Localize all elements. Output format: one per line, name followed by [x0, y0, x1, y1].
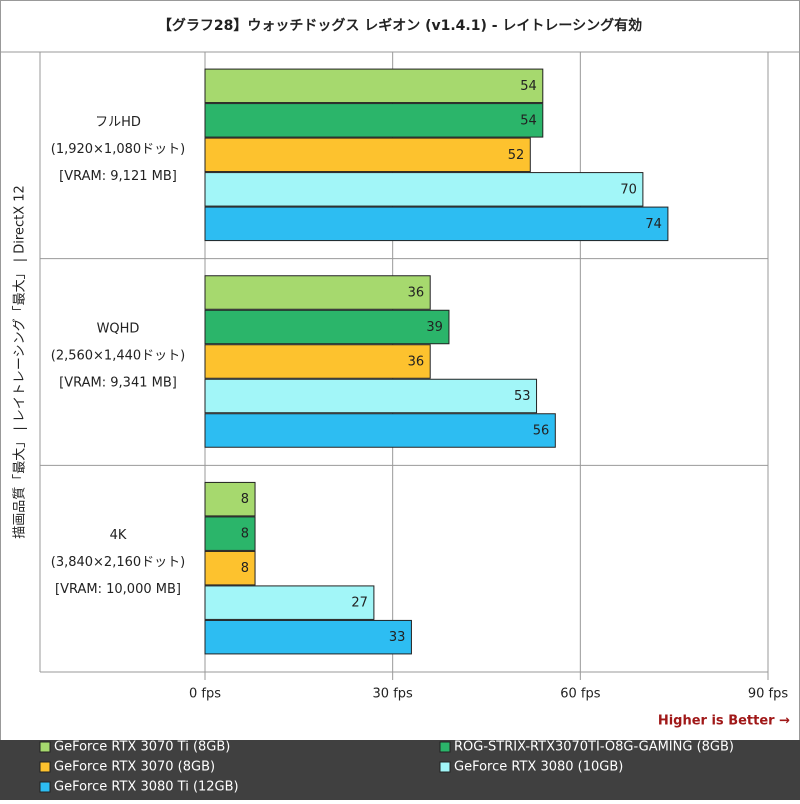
- value-label: 53: [514, 389, 531, 404]
- category-label: WQHD: [97, 322, 140, 337]
- legend-label: ROG-STRIX-RTX3070TI-O8G-GAMING (8GB): [454, 740, 734, 755]
- bar: [204, 137, 531, 173]
- value-label: 56: [533, 424, 550, 439]
- category-detail: (3,840×2,160ドット): [51, 555, 185, 570]
- bar: [204, 378, 538, 414]
- legend-swatch: [439, 761, 451, 773]
- bar: [204, 585, 375, 620]
- value-label: 52: [508, 148, 525, 163]
- category-detail: [VRAM: 10,000 MB]: [55, 582, 181, 597]
- legend-label: GeForce RTX 3070 Ti (8GB): [54, 740, 230, 755]
- bar: [204, 619, 412, 655]
- value-label: 74: [645, 217, 662, 232]
- bar: [204, 103, 544, 138]
- legend-swatch: [39, 761, 51, 773]
- value-label: 36: [408, 286, 425, 301]
- value-label: 8: [241, 561, 249, 576]
- x-tick-label: 30 fps: [373, 687, 414, 702]
- category-detail: [VRAM: 9,121 MB]: [59, 169, 177, 184]
- legend-swatch: [39, 741, 51, 753]
- category-detail: [VRAM: 9,341 MB]: [59, 376, 177, 391]
- bar: [204, 344, 431, 379]
- value-label: 27: [351, 596, 368, 611]
- bar: [204, 309, 450, 345]
- bar: [204, 68, 544, 104]
- x-tick-label: 60 fps: [560, 687, 601, 702]
- value-label: 70: [620, 182, 637, 197]
- side-label: 描画品質「最大」 | レイトレーシング「最大」 | DirectX 12: [13, 185, 28, 539]
- legend-label: GeForce RTX 3080 (10GB): [454, 760, 623, 775]
- legend-swatch: [39, 781, 51, 793]
- bar: [204, 516, 256, 551]
- value-label: 8: [241, 527, 249, 542]
- value-label: 39: [426, 320, 443, 335]
- x-tick-label: 0 fps: [189, 687, 221, 702]
- annotation: Higher is Better →: [658, 714, 790, 729]
- value-label: 54: [520, 79, 537, 94]
- category-detail: (1,920×1,080ドット): [51, 142, 185, 157]
- legend-background: [0, 740, 800, 800]
- bar: [204, 550, 256, 586]
- chart-title: 【グラフ28】ウォッチドッグス レギオン (v1.4.1) - レイトレーシング…: [158, 17, 642, 34]
- bar: [204, 481, 256, 517]
- bar: [204, 172, 644, 207]
- value-label: 36: [408, 355, 425, 370]
- category-detail: (2,560×1,440ドット): [51, 349, 185, 364]
- x-tick-label: 90 fps: [748, 687, 789, 702]
- value-label: 54: [520, 113, 537, 128]
- category-label: 4K: [110, 528, 127, 543]
- legend-label: GeForce RTX 3080 Ti (12GB): [54, 780, 239, 795]
- category-label: フルHD: [95, 115, 141, 130]
- bar: [204, 413, 556, 448]
- legend-label: GeForce RTX 3070 (8GB): [54, 760, 215, 775]
- bar: [204, 206, 669, 242]
- value-label: 33: [389, 630, 406, 645]
- value-label: 8: [241, 492, 249, 507]
- bar: [204, 275, 431, 310]
- legend-swatch: [439, 741, 451, 753]
